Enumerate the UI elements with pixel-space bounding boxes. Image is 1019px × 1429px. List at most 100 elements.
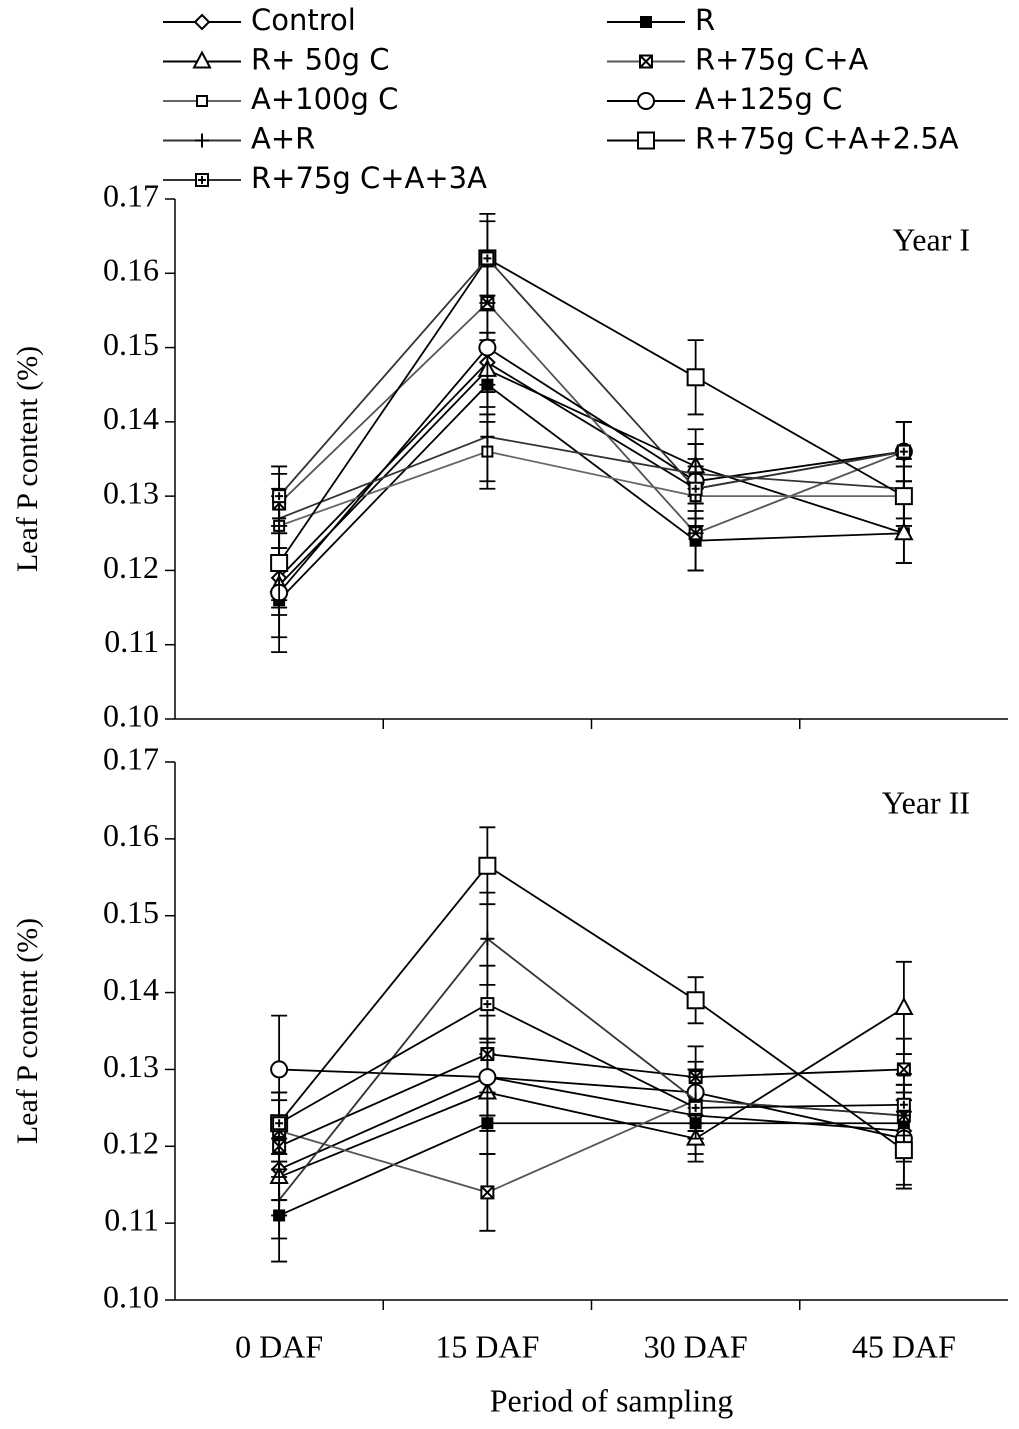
marker-shape <box>270 554 289 572</box>
marker-shape <box>481 1186 494 1199</box>
y-tick-label: 0.17 <box>103 177 159 213</box>
x-tick-label: 15 DAF <box>435 1328 539 1364</box>
legend-label: Control <box>251 3 356 37</box>
y-tick-label: 0.15 <box>103 894 159 930</box>
marker-shape <box>894 996 914 1015</box>
data-point <box>480 429 495 444</box>
series-line <box>278 368 905 586</box>
data-point <box>478 338 497 357</box>
data-point <box>896 1062 911 1077</box>
data-point <box>272 1193 287 1208</box>
series-line <box>278 1122 904 1217</box>
panel-label: Year I <box>892 221 970 257</box>
marker-shape <box>478 1068 497 1087</box>
y-tick-label: 0.11 <box>104 1201 159 1237</box>
data-point <box>478 856 497 875</box>
x-axis-label: Period of sampling <box>490 1382 734 1418</box>
marker-shape <box>483 254 492 263</box>
y-tick-label: 0.13 <box>103 474 159 510</box>
series-line <box>279 1068 905 1140</box>
legend-marker <box>637 131 655 150</box>
marker-shape <box>478 338 497 357</box>
legend-label: R+75g C+A <box>695 43 869 77</box>
legend-marker <box>192 50 212 69</box>
y-tick-label: 0.12 <box>103 1125 159 1161</box>
marker-shape <box>899 447 908 456</box>
data-point <box>478 1068 497 1087</box>
y-tick-label: 0.10 <box>103 697 159 733</box>
legend-label: A+100g C <box>251 82 398 116</box>
series-line <box>278 361 905 579</box>
y-axis-label: Leaf P content (%) <box>11 346 44 572</box>
legend-label: R <box>695 3 715 37</box>
legend-label: R+75g C+A+2.5A <box>695 122 959 156</box>
marker-shape <box>483 1000 492 1009</box>
legend-marker <box>639 54 653 69</box>
series-line <box>278 1053 904 1148</box>
data-point <box>272 489 287 504</box>
legend-item: R+ 50g C <box>163 43 389 77</box>
x-tick-label: 0 DAF <box>235 1328 323 1364</box>
marker-shape <box>272 1193 287 1208</box>
legend-item: R+75g C+A+3A <box>163 161 487 195</box>
y-axis-label: Leaf P content (%) <box>11 918 44 1144</box>
series-line <box>278 435 904 520</box>
marker-shape <box>480 429 495 444</box>
legend-marker <box>193 13 211 31</box>
marker-shape <box>894 1141 913 1160</box>
series-line <box>278 257 905 564</box>
marker-shape <box>686 991 705 1010</box>
marker-shape <box>686 368 705 387</box>
legend-marker <box>637 92 655 110</box>
series-line <box>278 1003 904 1125</box>
series-line <box>278 257 905 497</box>
y-tick-label: 0.14 <box>103 971 159 1007</box>
data-point <box>894 522 914 541</box>
marker-shape <box>193 13 211 31</box>
marker-shape <box>275 1119 284 1128</box>
legend-marker <box>640 16 652 28</box>
marker-shape <box>894 487 913 506</box>
y-tick-label: 0.15 <box>103 326 159 362</box>
x-tick-label: 30 DAF <box>644 1328 748 1364</box>
data-point <box>686 991 705 1010</box>
series-line <box>278 864 905 1151</box>
x-tick-label: 45 DAF <box>852 1328 956 1364</box>
series-line <box>278 383 904 601</box>
y-tick-label: 0.10 <box>103 1278 159 1314</box>
series-line <box>278 450 904 527</box>
legend-marker <box>196 95 208 107</box>
legend-label: R+75g C+A+3A <box>251 161 487 195</box>
y-tick-label: 0.17 <box>103 740 159 776</box>
series-line <box>278 937 904 1201</box>
y-tick-label: 0.16 <box>103 817 159 853</box>
data-point <box>272 1116 287 1131</box>
marker-shape <box>275 492 284 501</box>
marker-shape <box>478 856 497 875</box>
marker-shape <box>640 16 652 28</box>
series-line <box>278 346 905 594</box>
data-point <box>894 1141 913 1160</box>
marker-shape <box>192 50 212 69</box>
data-point <box>686 368 705 387</box>
marker-shape <box>898 1063 910 1076</box>
data-point <box>480 1185 495 1200</box>
legend-item: R+75g C+A+2.5A <box>607 122 959 156</box>
marker-shape <box>637 92 655 110</box>
y-tick-label: 0.12 <box>103 549 159 585</box>
series-line <box>278 1099 904 1194</box>
legend-label: A+R <box>251 122 315 156</box>
marker-shape <box>899 1100 908 1109</box>
marker-shape <box>270 1060 289 1079</box>
data-point <box>894 996 914 1015</box>
marker-shape <box>691 484 700 493</box>
series-line <box>278 1007 905 1178</box>
data-point <box>688 481 703 496</box>
data-point <box>480 251 495 266</box>
data-point <box>480 931 495 946</box>
marker-shape <box>894 522 914 541</box>
marker-shape <box>637 131 655 150</box>
y-tick-label: 0.16 <box>103 252 159 288</box>
data-point <box>894 487 913 506</box>
